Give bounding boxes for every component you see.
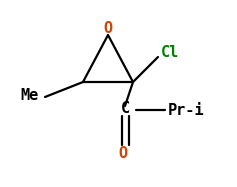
Text: Cl: Cl bbox=[161, 45, 179, 59]
Text: O: O bbox=[118, 145, 128, 160]
Text: Pr-i: Pr-i bbox=[168, 102, 205, 117]
Text: Me: Me bbox=[21, 88, 39, 102]
Text: O: O bbox=[103, 21, 113, 36]
Text: C: C bbox=[120, 100, 130, 116]
